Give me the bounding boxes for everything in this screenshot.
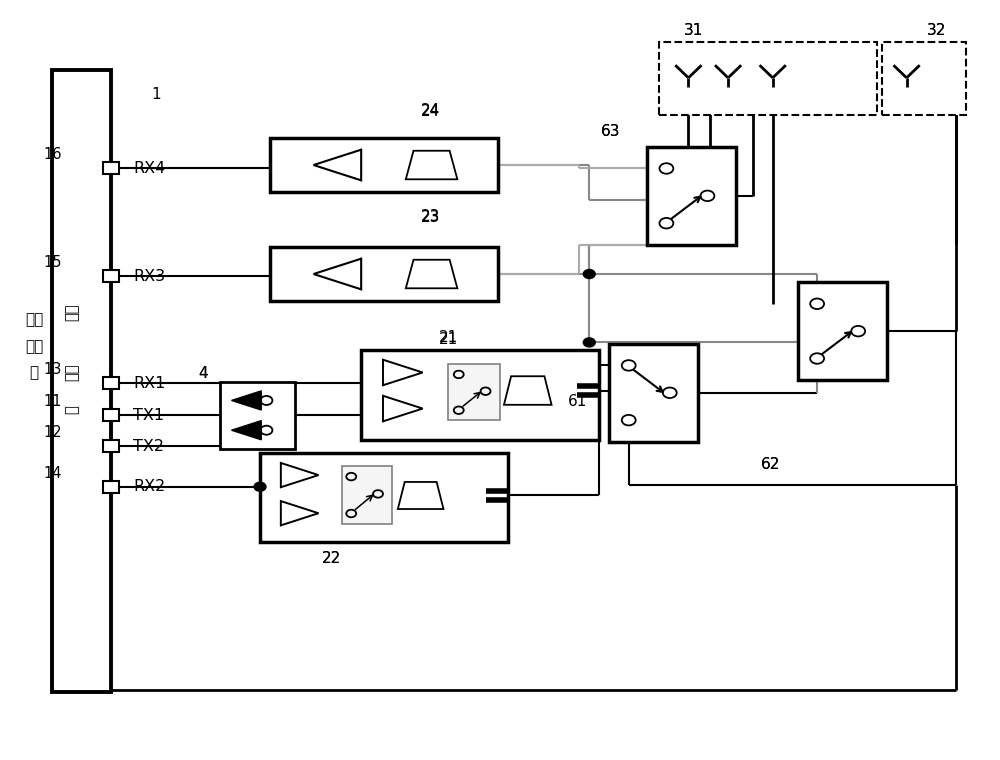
Text: 31: 31	[684, 23, 703, 38]
Text: 13: 13	[44, 362, 62, 377]
Text: 收发: 收发	[25, 339, 43, 353]
FancyBboxPatch shape	[609, 344, 698, 442]
Text: TX2: TX2	[133, 439, 164, 454]
Bar	[103, 410, 119, 421]
Text: 24: 24	[421, 104, 440, 119]
Text: 21: 21	[439, 331, 458, 345]
Text: 14: 14	[44, 466, 62, 481]
Text: 63: 63	[601, 125, 621, 139]
FancyBboxPatch shape	[448, 364, 500, 420]
Text: 器: 器	[64, 406, 79, 414]
Text: 12: 12	[44, 425, 62, 440]
Text: RX4: RX4	[133, 160, 165, 176]
Text: 收发: 收发	[64, 364, 79, 382]
Text: RX1: RX1	[133, 375, 165, 391]
FancyBboxPatch shape	[52, 70, 111, 692]
FancyBboxPatch shape	[798, 282, 887, 380]
Circle shape	[583, 270, 595, 278]
Text: RX3: RX3	[133, 269, 165, 283]
Text: 31: 31	[684, 23, 703, 38]
Text: TX1: TX1	[133, 408, 164, 423]
Text: 62: 62	[761, 457, 780, 472]
Text: 射频: 射频	[64, 303, 79, 321]
Text: 62: 62	[761, 457, 780, 472]
Bar	[103, 271, 119, 282]
Bar	[103, 440, 119, 452]
Text: 63: 63	[601, 125, 621, 139]
FancyBboxPatch shape	[647, 147, 736, 245]
Text: 22: 22	[322, 552, 341, 566]
Text: 16: 16	[44, 147, 62, 162]
Text: 4: 4	[198, 366, 207, 382]
Text: RX2: RX2	[133, 480, 165, 494]
FancyBboxPatch shape	[659, 42, 877, 116]
Text: 4: 4	[198, 366, 207, 382]
FancyBboxPatch shape	[342, 466, 392, 524]
Text: 23: 23	[421, 209, 440, 223]
Bar	[103, 162, 119, 174]
Text: 32: 32	[927, 23, 946, 38]
Text: 11: 11	[44, 394, 62, 410]
Circle shape	[254, 483, 266, 491]
FancyBboxPatch shape	[270, 247, 498, 301]
Text: 器: 器	[29, 365, 38, 380]
FancyBboxPatch shape	[270, 138, 498, 192]
Text: 15: 15	[44, 255, 62, 271]
Text: 射频: 射频	[25, 312, 43, 328]
Polygon shape	[232, 420, 261, 440]
Circle shape	[583, 338, 595, 347]
Bar	[103, 377, 119, 389]
Polygon shape	[232, 391, 261, 410]
Text: 61: 61	[568, 394, 587, 409]
FancyBboxPatch shape	[882, 42, 966, 116]
Text: 21: 21	[439, 332, 458, 347]
Text: 24: 24	[421, 103, 440, 119]
FancyBboxPatch shape	[220, 382, 295, 449]
FancyBboxPatch shape	[260, 453, 508, 542]
Text: 22: 22	[322, 552, 341, 566]
Text: 32: 32	[927, 23, 946, 38]
FancyBboxPatch shape	[361, 350, 599, 440]
Text: 1: 1	[151, 87, 161, 102]
Text: 61: 61	[568, 394, 587, 409]
Bar	[103, 481, 119, 492]
Text: 23: 23	[421, 211, 440, 225]
